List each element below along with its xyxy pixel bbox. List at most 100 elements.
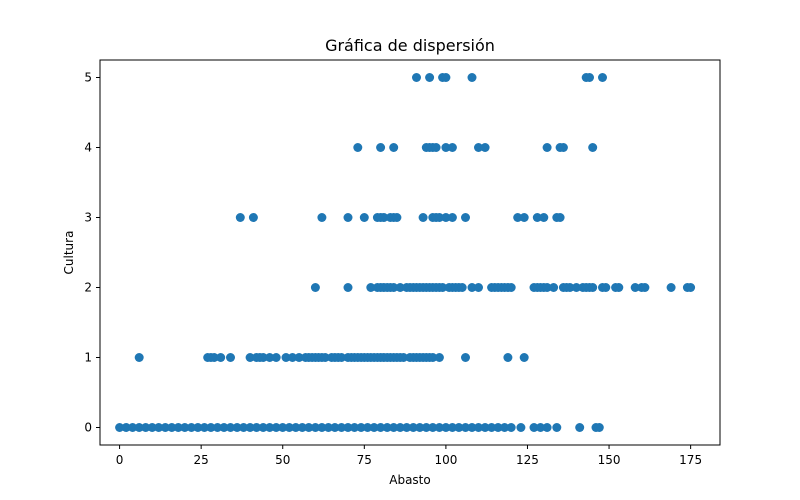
data-point [542,143,552,152]
data-point [640,283,650,292]
data-point [516,423,526,432]
data-point [408,423,418,432]
data-point [121,423,131,432]
scatter-points [115,73,696,432]
data-point [154,423,164,432]
data-point [425,73,435,82]
y-tick-label: 4 [84,141,92,155]
data-point [474,423,483,432]
data-point [281,353,291,362]
data-point [431,143,441,152]
data-point [428,423,438,432]
data-point [438,283,448,292]
data-point [461,353,470,362]
data-point [199,423,209,432]
data-point [206,423,216,432]
data-point [461,213,470,222]
data-point [310,423,320,432]
x-axis-ticks: 0 25 50 75 100 125 150 175 [116,445,702,467]
data-point [447,143,457,152]
data-point [291,423,301,432]
data-point [239,423,249,432]
data-point [588,283,598,292]
data-point [480,143,490,152]
data-point [474,143,483,152]
data-point [565,283,575,292]
data-point [630,283,640,292]
data-point [575,423,585,432]
data-point [359,213,369,222]
data-point [441,213,451,222]
data-point [134,353,144,362]
data-point [258,353,268,362]
data-point [304,423,314,432]
data-point [226,353,235,362]
data-point [428,353,438,362]
y-tick-label: 0 [84,421,92,435]
data-point [503,353,513,362]
data-point [245,353,255,362]
data-point [317,423,327,432]
x-tick-label: 100 [434,453,457,467]
data-point [441,143,451,152]
data-point [294,353,304,362]
data-point [265,353,275,362]
data-point [343,423,353,432]
data-point [585,73,594,82]
data-point [343,283,353,292]
x-tick-label: 0 [116,453,124,467]
data-point [363,423,373,432]
data-point [461,423,470,432]
data-point [160,423,170,432]
data-point [519,353,529,362]
data-point [434,213,444,222]
data-point [434,423,444,432]
data-point [323,423,333,432]
data-point [558,143,568,152]
data-point [376,423,386,432]
x-tick-label: 50 [275,453,290,467]
data-point [186,423,196,432]
data-point [369,423,379,432]
data-point [356,423,366,432]
data-point [542,423,552,432]
data-point [532,213,542,222]
data-point [614,283,624,292]
data-point [395,423,405,432]
data-point [379,213,389,222]
data-point [219,423,229,432]
data-point [252,423,262,432]
data-point [265,423,275,432]
data-point [271,423,281,432]
data-point [447,423,457,432]
data-point [389,423,399,432]
x-tick-label: 75 [357,453,372,467]
data-point [226,423,235,432]
data-point [337,423,346,432]
data-point [519,213,529,222]
x-tick-label: 125 [516,453,539,467]
data-point [500,423,510,432]
data-point [555,213,565,222]
data-point [467,283,477,292]
data-point [441,423,451,432]
data-point [454,423,464,432]
data-point [513,213,523,222]
data-point [539,213,549,222]
data-point [232,423,242,432]
data-point [447,213,457,222]
data-point [549,283,559,292]
data-point [598,73,607,82]
y-axis-ticks: 0 1 2 3 4 5 [84,71,100,435]
x-tick-label: 175 [679,453,702,467]
data-point [134,423,144,432]
data-point [389,143,399,152]
data-point [402,423,412,432]
data-point [542,283,552,292]
y-tick-label: 3 [84,211,92,225]
data-point [258,423,268,432]
data-point [474,283,483,292]
data-point [412,73,421,82]
data-point [353,143,363,152]
